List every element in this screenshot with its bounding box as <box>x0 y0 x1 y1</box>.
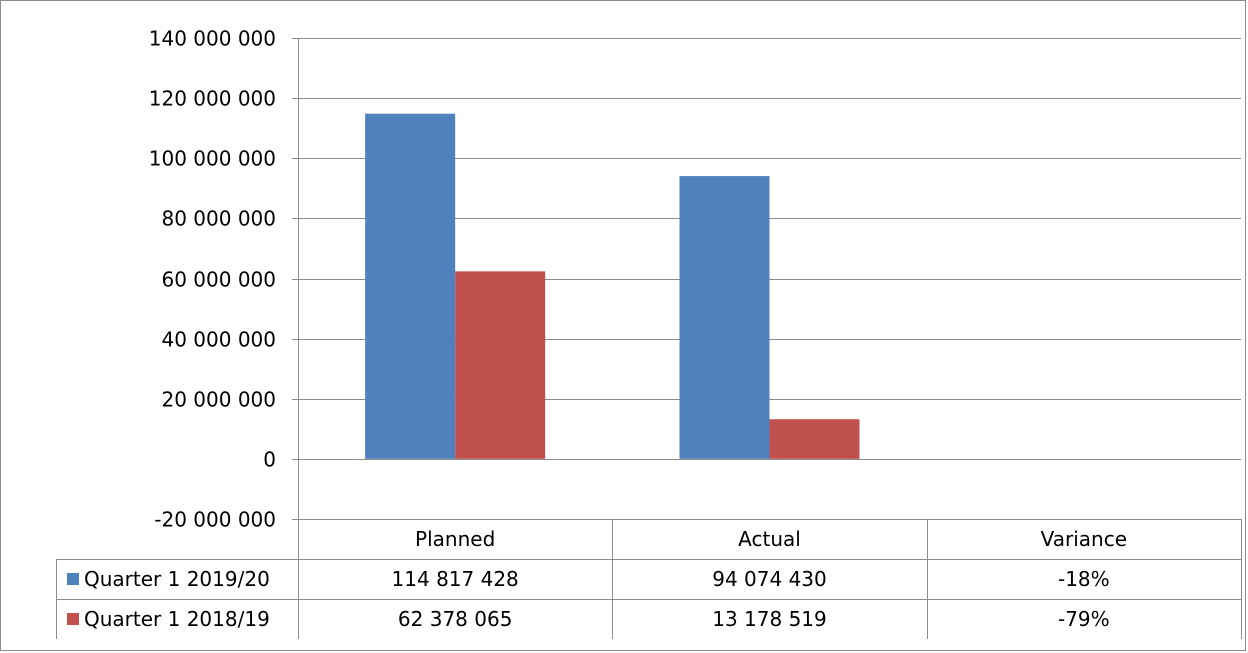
y-tick-label: 120 000 000 <box>149 87 276 111</box>
bars <box>365 113 860 459</box>
bar <box>365 113 456 459</box>
legend-swatch <box>67 613 79 625</box>
category-label: Actual <box>738 527 801 551</box>
y-tick-label: 80 000 000 <box>161 207 276 231</box>
bar <box>679 176 770 459</box>
data-table: Planned Actual Variance Quarter 1 2019/20 11… <box>56 519 1242 639</box>
y-tick-labels: 140 000 000 120 000 000 100 000 000 80 000 … <box>149 27 276 532</box>
y-tick-label: 20 000 000 <box>161 388 276 412</box>
bar <box>455 271 546 459</box>
legend-label: Quarter 1 2018/19 <box>84 607 270 631</box>
table-cell: 13 178 519 <box>712 607 827 631</box>
table-cell: 62 378 065 <box>398 607 513 631</box>
y-tick-label: 100 000 000 <box>149 147 276 171</box>
table-cell: -18% <box>1058 567 1110 591</box>
y-tick-label: 40 000 000 <box>161 328 276 352</box>
bar <box>769 419 860 459</box>
axes <box>292 38 299 520</box>
table-cell: -79% <box>1058 607 1110 631</box>
y-tick-label: -20 000 000 <box>154 508 276 532</box>
category-label: Variance <box>1041 527 1127 551</box>
legend-label: Quarter 1 2019/20 <box>84 567 270 591</box>
y-tick-label: 0 <box>263 448 276 472</box>
table-cell: 114 817 428 <box>392 567 519 591</box>
table-cell: 94 074 430 <box>712 567 827 591</box>
y-tick-label: 140 000 000 <box>149 27 276 51</box>
category-label: Planned <box>415 527 495 551</box>
y-tick-label: 60 000 000 <box>161 268 276 292</box>
legend-swatch <box>67 573 79 585</box>
